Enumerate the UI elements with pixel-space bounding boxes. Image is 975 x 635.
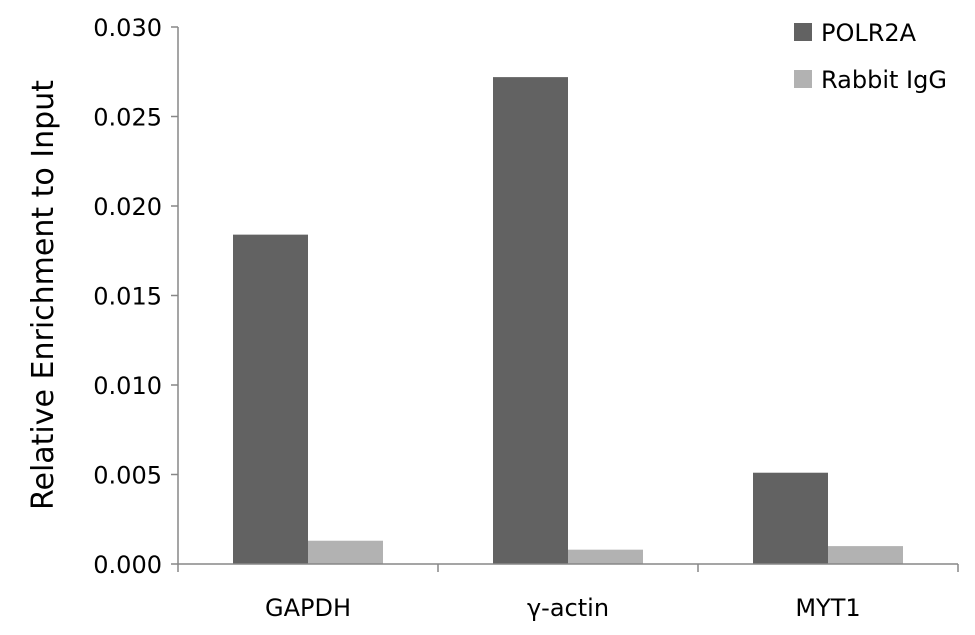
bar-polr2a-0 — [233, 234, 308, 564]
y-axis-title: Relative Enrichment to Input — [26, 80, 61, 510]
y-tick-label: 0.010 — [93, 372, 162, 400]
legend-swatch — [794, 70, 812, 88]
bar-polr2a-2 — [753, 472, 828, 564]
y-axis-ticks: 0.000 0.005 0.010 0.015 0.020 0.025 0.030 — [93, 14, 178, 579]
legend-label: POLR2A — [821, 19, 917, 47]
plot-area: 0.000 0.005 0.010 0.015 0.020 0.025 0.030 GAPD… — [93, 14, 959, 622]
y-tick-label: 0.005 — [93, 462, 162, 490]
y-tick-label: 0.025 — [93, 104, 162, 132]
x-category-label: GAPDH — [265, 594, 351, 622]
legend-label: Rabbit IgG — [821, 66, 947, 94]
bar-polr2a-1 — [493, 77, 568, 565]
x-axis-ticks: GAPDH γ-actin MYT1 — [177, 564, 959, 622]
bar-rabbit-igg-2 — [828, 546, 903, 564]
bars-group — [233, 77, 903, 565]
legend-swatch — [794, 23, 812, 41]
bar-rabbit-igg-1 — [568, 549, 643, 564]
x-category-label: MYT1 — [795, 594, 860, 622]
y-tick-label: 0.020 — [93, 193, 162, 221]
legend: POLR2A Rabbit IgG — [794, 19, 947, 94]
y-tick-label: 0.030 — [93, 14, 162, 42]
y-tick-label: 0.000 — [93, 551, 162, 579]
y-tick-label: 0.015 — [93, 283, 162, 311]
bar-rabbit-igg-0 — [308, 540, 383, 564]
x-category-label: γ-actin — [527, 594, 609, 622]
